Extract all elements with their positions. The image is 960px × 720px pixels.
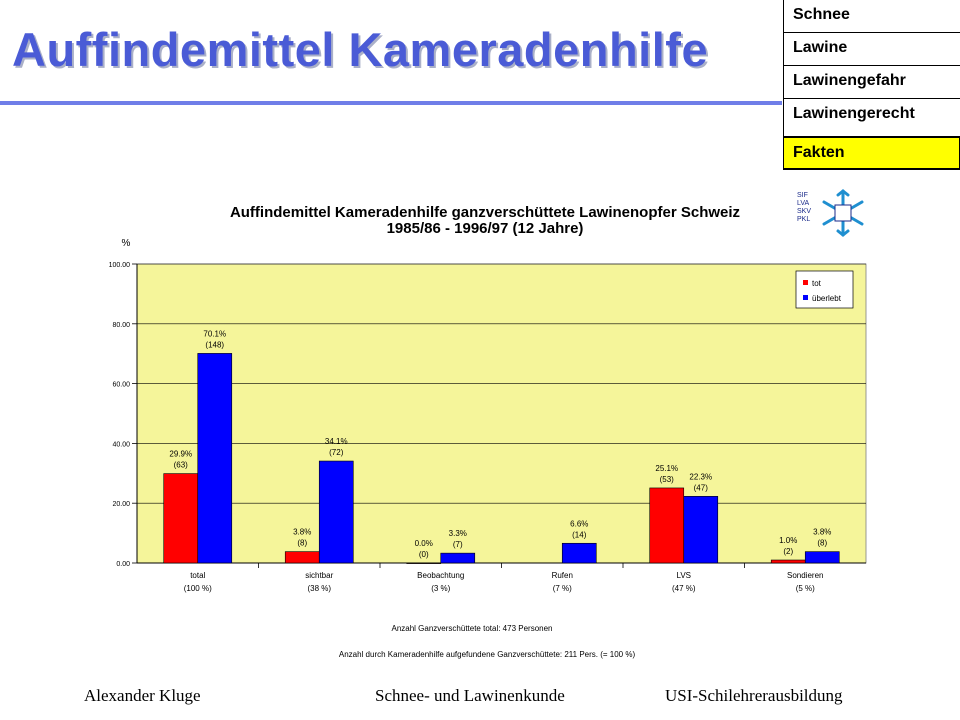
nav-item-lawinengefahr[interactable]: Lawinengefahr [784,66,960,99]
x-category-sublabel: (47 %) [672,584,696,593]
bar-value-label: 3.8% [293,528,311,537]
y-tick-label: 80.00 [112,322,130,329]
bar-tot [649,487,685,564]
footer-author: Alexander Kluge [84,686,201,705]
y-tick-label: 60.00 [112,382,130,389]
rescue-means-bar-chart: Auffindemittel Kameradenhilfe ganzversch… [109,204,867,659]
bar-value-label: 29.9% [169,450,192,459]
y-tick-label: 100.00 [109,262,131,269]
y-tick-label: 40.00 [112,441,130,448]
bar-value-label: 0.0% [415,539,433,548]
bar-count-label: (72) [329,448,344,457]
topic-navigation: Schnee Lawine Lawinengefahr Lawinengerec… [783,0,960,170]
x-category-sublabel: (7 %) [553,584,572,593]
bar-count-label: (8) [817,539,827,548]
bar-ueberlebt [561,542,597,564]
x-category-label: LVS [676,571,691,580]
x-category-label: total [190,571,205,580]
bar-count-label: (63) [174,461,189,470]
bar-value-label: 25.1% [655,464,678,473]
legend-label-tot: tot [812,279,822,288]
bar-count-label: (53) [660,475,675,484]
bar-ueberlebt [804,551,840,564]
bar-count-label: (47) [694,483,709,492]
bar-tot [406,562,442,564]
bar-tot [770,559,806,564]
avalanche-association-logo: SIF LVA SKV PKL [797,189,864,237]
legend-label-ueberlebt: überlebt [812,294,842,303]
x-category-label: Beobachtung [417,571,464,580]
logo-line-2: LVA [797,200,810,207]
legend-swatch-tot [803,280,808,285]
logo-line-3: SKV [797,208,811,215]
nav-item-lawine[interactable]: Lawine [784,33,960,66]
swiss-cross-icon [834,204,852,222]
title-underline [0,101,782,105]
bar-value-label: 3.8% [813,528,831,537]
x-category-sublabel: (3 %) [431,584,450,593]
bar-value-label: 6.6% [570,519,588,528]
x-category-sublabel: (5 %) [796,584,815,593]
chart-subtitle: 1985/86 - 1996/97 (12 Jahre) [387,220,584,237]
bar-ueberlebt [683,496,719,564]
footer-program: USI-Schilehrerausbildung [665,686,843,705]
x-category-label: sichtbar [305,571,333,580]
y-tick-label: 0.00 [116,561,130,568]
bar-count-label: (14) [572,530,587,539]
bar-count-label: (8) [297,539,307,548]
bar-count-label: (7) [453,540,463,549]
bar-count-label: (0) [419,550,429,559]
nav-item-fakten[interactable]: Fakten [784,136,960,170]
chart-title: Auffindemittel Kameradenhilfe ganzversch… [230,204,740,221]
bar-ueberlebt [440,552,476,564]
footer-course: Schnee- und Lawinenkunde [375,686,565,705]
nav-item-schnee[interactable]: Schnee [784,0,960,33]
bar-tot [163,473,199,564]
logo-line-1: SIF [797,192,808,199]
bar-value-label: 1.0% [779,536,797,545]
chart-legend: tot überlebt [795,270,854,309]
x-category-sublabel: (38 %) [307,584,331,593]
x-category-label: Rufen [552,571,573,580]
bar-ueberlebt [318,460,354,564]
bar-value-label: 22.3% [689,472,712,481]
logo-line-4: PKL [797,216,810,223]
x-category-sublabel: (100 %) [184,584,212,593]
bar-ueberlebt [197,353,233,564]
bar-value-label: 70.1% [203,329,226,338]
bar-count-label: (148) [205,340,224,349]
legend-swatch-ueberlebt [803,295,808,300]
bar-value-label: 3.3% [449,529,467,538]
bar-tot [284,551,320,564]
legend-box [795,270,854,309]
x-category-label: Sondieren [787,571,823,580]
plot-area [136,263,867,564]
y-axis-label: % [122,238,131,249]
note-found: Anzahl durch Kameradenhilfe aufgefundene… [339,650,636,659]
note-total: Anzahl Ganzverschüttete total: 473 Perso… [392,624,553,633]
bar-count-label: (2) [783,547,793,556]
bar-value-label: 34.1% [325,437,348,446]
page-title: Auffindemittel Kameradenhilfe [12,23,709,76]
y-tick-label: 20.00 [112,501,130,508]
nav-item-lawinengerecht[interactable]: Lawinengerecht [784,99,960,132]
